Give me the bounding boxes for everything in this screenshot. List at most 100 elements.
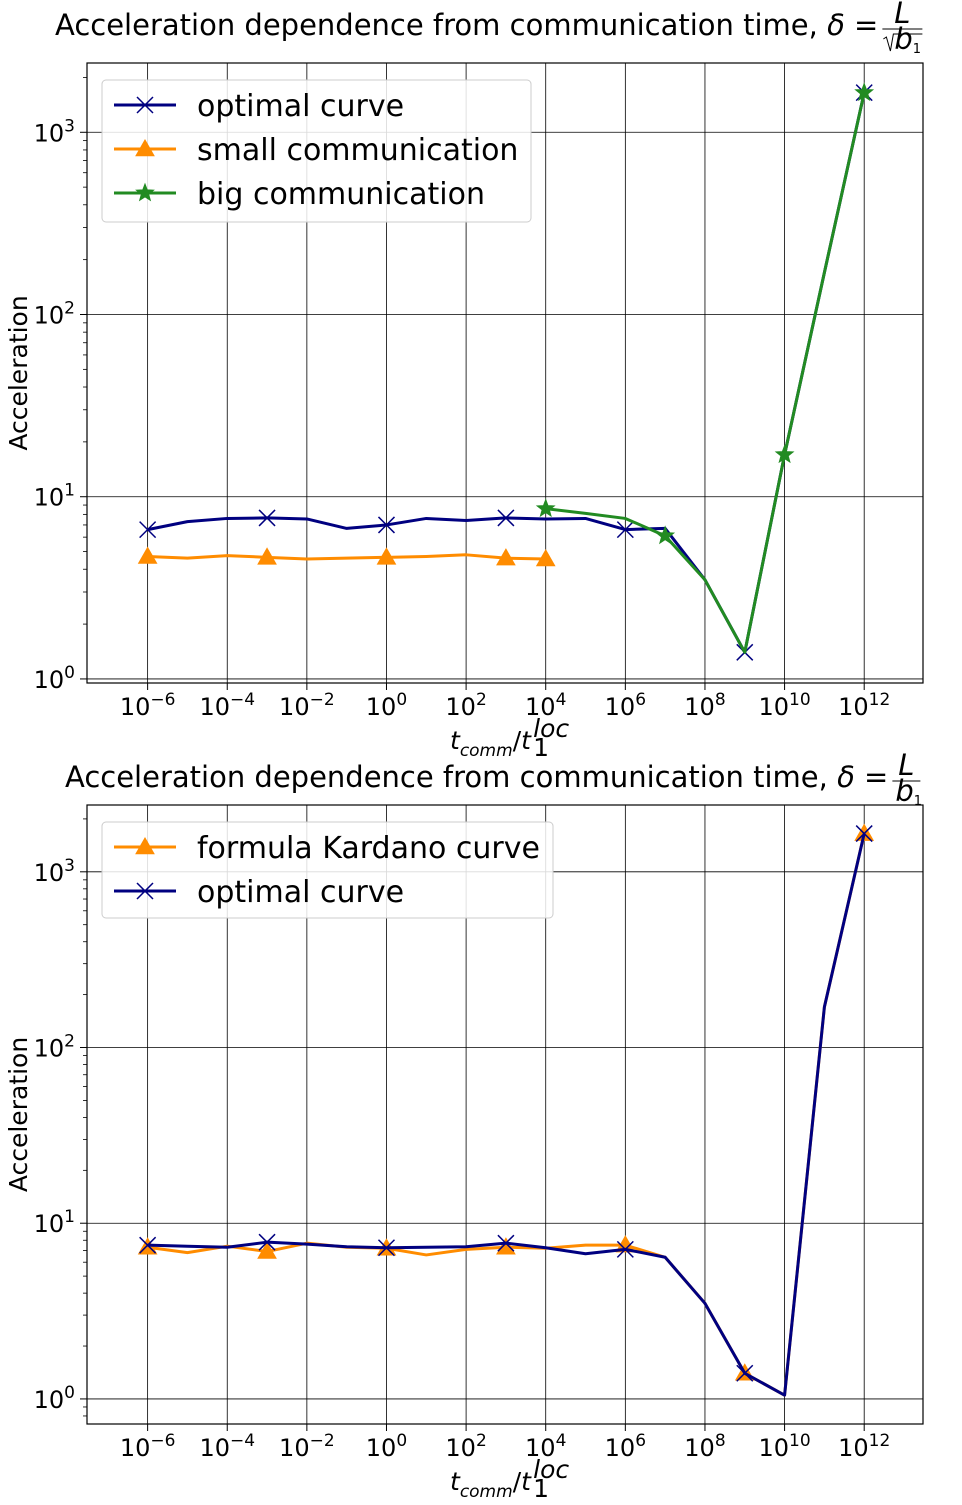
x-tick-exponent: −2 bbox=[310, 1431, 335, 1451]
data-point-marker bbox=[137, 546, 158, 564]
data-point-marker bbox=[736, 1364, 754, 1382]
y-tick-exponent: 1 bbox=[64, 1207, 75, 1227]
x-label-sub: comm bbox=[460, 741, 513, 761]
data-point-marker bbox=[855, 825, 873, 843]
data-point-marker bbox=[496, 1237, 516, 1255]
title-numerator: L bbox=[898, 748, 914, 782]
data-point-marker bbox=[497, 509, 515, 527]
x-tick-label: 1010 bbox=[758, 1431, 810, 1462]
x-tick-base: 10 bbox=[279, 693, 310, 721]
x-tick-exponent: −4 bbox=[230, 690, 255, 710]
data-point-marker bbox=[258, 509, 276, 527]
x-tick-base: 10 bbox=[758, 1434, 789, 1462]
legend-label: big communication bbox=[197, 177, 485, 212]
title-delta: δ bbox=[827, 8, 845, 42]
x-tick-exponent: −6 bbox=[150, 1431, 175, 1451]
data-point-marker bbox=[616, 1240, 634, 1258]
x-tick-label: 106 bbox=[605, 690, 646, 721]
x-tick-label: 106 bbox=[605, 1431, 646, 1462]
title-numerator: L bbox=[894, 0, 910, 30]
data-point-marker bbox=[497, 1234, 515, 1252]
x-tick-base: 10 bbox=[684, 1434, 715, 1462]
x-tick-base: 10 bbox=[684, 693, 715, 721]
x-tick-base: 10 bbox=[838, 693, 869, 721]
x-label-sub2: 1 bbox=[533, 1474, 549, 1503]
data-point-marker bbox=[496, 548, 516, 566]
title-denominator-base: b bbox=[895, 774, 913, 808]
title-delta: δ bbox=[837, 760, 855, 794]
x-tick-base: 10 bbox=[199, 1434, 230, 1462]
legend-label: optimal curve bbox=[197, 89, 404, 124]
title-text: Acceleration dependence from communicati… bbox=[65, 760, 837, 794]
x-tick-label: 100 bbox=[366, 690, 407, 721]
x-axis-label: tcomm/t bbox=[450, 726, 532, 761]
x-tick-label: 10−6 bbox=[120, 690, 176, 721]
x-tick-base: 10 bbox=[838, 1434, 869, 1462]
data-point-marker bbox=[535, 549, 556, 567]
legend-label: optimal curve bbox=[197, 875, 404, 910]
x-tick-exponent: 10 bbox=[789, 1431, 811, 1451]
y-tick-label: 103 bbox=[34, 116, 75, 147]
data-point-marker bbox=[535, 498, 556, 518]
y-tick-exponent: 2 bbox=[64, 299, 75, 319]
x-tick-exponent: 10 bbox=[789, 690, 811, 710]
y-tick-base: 10 bbox=[34, 119, 65, 147]
x-tick-label: 108 bbox=[684, 690, 725, 721]
x-tick-exponent: 0 bbox=[396, 690, 407, 710]
x-label-base: t bbox=[450, 1467, 461, 1496]
data-point-marker bbox=[376, 547, 397, 565]
data-point-marker bbox=[257, 547, 277, 565]
x-label-base: t bbox=[450, 726, 461, 755]
y-tick-base: 10 bbox=[34, 1386, 65, 1414]
x-tick-label: 108 bbox=[684, 1431, 725, 1462]
x-tick-label: 10−4 bbox=[199, 1431, 255, 1462]
y-tick-label: 101 bbox=[34, 481, 75, 512]
legend: optimal curve small communication big comm… bbox=[101, 79, 532, 223]
title-denominator-sub: 1 bbox=[914, 794, 922, 809]
data-point-marker bbox=[257, 1241, 277, 1259]
x-tick-label: 102 bbox=[445, 690, 486, 721]
series-line bbox=[545, 92, 866, 654]
x-tick-base: 10 bbox=[366, 1434, 397, 1462]
data-point-marker bbox=[774, 444, 795, 464]
x-tick-exponent: 6 bbox=[635, 1431, 646, 1451]
x-tick-exponent: 2 bbox=[476, 690, 487, 710]
y-axis-label: Acceleration bbox=[4, 295, 33, 450]
y-tick-exponent: 3 bbox=[64, 116, 75, 136]
legend-swatch-marker bbox=[135, 182, 155, 202]
y-tick-base: 10 bbox=[34, 484, 65, 512]
x-tick-base: 10 bbox=[120, 1434, 151, 1462]
x-tick-exponent: 8 bbox=[715, 1431, 726, 1451]
y-tick-label: 102 bbox=[34, 1032, 75, 1063]
y-tick-exponent: 2 bbox=[64, 1032, 75, 1052]
y-tick-label: 100 bbox=[34, 1383, 75, 1414]
x-tick-base: 10 bbox=[445, 1434, 476, 1462]
y-tick-exponent: 1 bbox=[64, 481, 75, 501]
chart-title: Acceleration dependence from communicati… bbox=[55, 8, 878, 42]
x-tick-base: 10 bbox=[445, 693, 476, 721]
x-tick-base: 10 bbox=[199, 693, 230, 721]
data-point-marker bbox=[377, 1239, 396, 1257]
series-optimal-curve bbox=[139, 825, 873, 1397]
x-tick-exponent: −2 bbox=[310, 690, 335, 710]
legend-swatch-marker bbox=[135, 836, 155, 855]
y-tick-label: 103 bbox=[34, 856, 75, 887]
legend-box bbox=[101, 821, 554, 919]
x-tick-base: 10 bbox=[605, 693, 636, 721]
x-tick-label: 1012 bbox=[838, 1431, 890, 1462]
data-point-marker bbox=[139, 1236, 157, 1254]
x-tick-exponent: 8 bbox=[715, 690, 726, 710]
data-point-marker bbox=[616, 521, 634, 539]
x-tick-label: 104 bbox=[525, 1431, 566, 1462]
x-tick-label: 1012 bbox=[838, 690, 890, 721]
x-tick-label: 104 bbox=[525, 690, 566, 721]
x-label-sub: comm bbox=[460, 1482, 513, 1502]
x-tick-base: 10 bbox=[605, 1434, 636, 1462]
title-denominator-base: b bbox=[894, 22, 912, 56]
x-tick-base: 10 bbox=[366, 693, 397, 721]
y-tick-base: 10 bbox=[34, 302, 65, 330]
plot-frame bbox=[86, 804, 924, 1425]
x-tick-exponent: 6 bbox=[635, 690, 646, 710]
x-tick-exponent: 12 bbox=[869, 690, 891, 710]
